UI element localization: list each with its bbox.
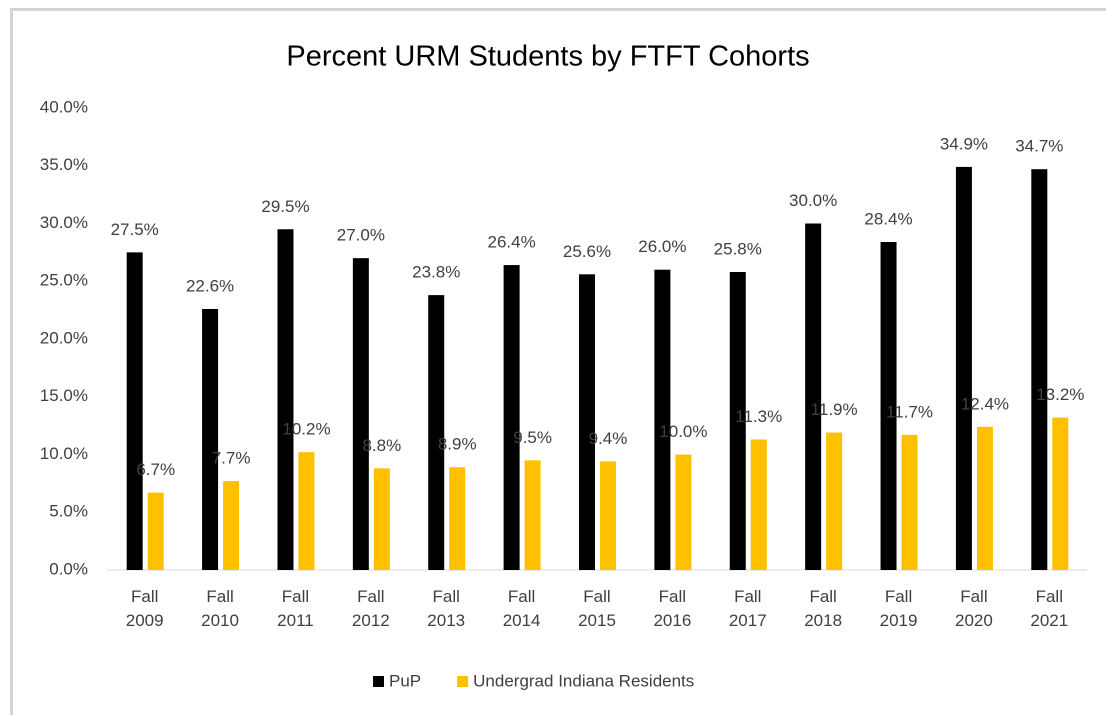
legend-swatch [457,676,469,687]
x-tick-label: Fall 2015 [578,587,616,630]
bar [524,460,541,570]
legend-swatch [373,676,384,687]
x-tick-label: Fall 2014 [502,587,541,630]
bar [901,434,918,570]
bar [373,468,390,570]
data-label: 26.0% [638,237,686,256]
data-label: 26.4% [488,233,536,252]
bar [449,467,466,570]
bar [805,223,822,570]
x-tick-label: Fall 2016 [653,587,692,630]
x-tick-label: Fall 2020 [955,587,993,630]
x-tick-label: Fall 2011 [277,587,314,630]
bar [654,269,671,570]
bar [147,492,164,570]
data-label: 27.0% [337,226,385,245]
data-label: 29.5% [261,197,309,216]
bar [1031,169,1048,570]
y-tick-label: 20.0% [40,328,88,347]
bar [600,461,616,570]
data-label: 22.6% [186,276,234,295]
y-tick-label: 40.0% [40,97,88,116]
y-tick-label: 5.0% [49,502,88,521]
data-label: 6.7% [136,460,175,479]
bar [826,432,843,570]
chart-title: Percent URM Students by FTFT Cohorts [286,41,809,73]
legend-label: Undergrad Indiana Residents [473,671,694,690]
bar [675,454,692,570]
data-label: 12.4% [961,394,1009,413]
data-label: 23.8% [412,263,460,282]
x-tick-label: Fall 2012 [351,587,390,630]
data-label: 9.4% [589,429,628,448]
data-label: 11.3% [735,407,782,426]
legend-label: PuP [389,671,421,690]
data-label: 25.6% [563,242,611,261]
y-tick-label: 35.0% [40,155,88,174]
y-tick-label: 10.0% [40,444,88,463]
bar [503,265,520,570]
data-label: 28.4% [864,209,912,228]
bar [126,252,143,570]
bar [579,274,595,570]
data-label: 13.2% [1036,385,1084,404]
bar [1052,417,1069,570]
data-label: 30.0% [789,191,837,210]
data-label: 11.9% [811,400,858,419]
data-label: 8.8% [362,436,401,455]
frame [10,8,1106,715]
bar [298,452,315,570]
y-tick-label: 0.0% [49,559,88,578]
data-label: 8.9% [438,435,477,454]
y-tick-label: 30.0% [40,213,88,232]
x-tick-label: Fall 2018 [804,587,843,630]
data-label: 27.5% [111,220,159,239]
bar [223,481,240,570]
data-label: 34.7% [1015,137,1063,156]
x-tick-label: Fall 2010 [201,587,239,630]
x-tick-label: Fall 2013 [427,587,466,630]
y-tick-label: 25.0% [40,271,88,290]
bar [729,272,746,570]
bar [428,295,445,570]
bar [352,258,369,570]
x-tick-label: Fall 2019 [879,587,918,630]
data-label: 9.5% [513,428,552,447]
x-tick-label: Fall 2017 [728,587,767,630]
data-label: 11.7% [886,402,933,421]
x-tick-label: Fall 2009 [125,587,164,630]
bar [277,229,294,570]
x-tick-label: Fall 2021 [1030,587,1069,630]
data-label: 7.7% [212,449,251,468]
bar [976,426,993,570]
data-label: 25.8% [714,239,762,258]
bar [955,166,972,570]
data-label: 34.9% [940,134,988,153]
y-tick-label: 15.0% [40,386,88,405]
bar [750,439,767,570]
bar [202,308,219,570]
data-label: 10.2% [282,420,330,439]
bar [880,241,897,571]
data-label: 10.0% [659,422,707,441]
